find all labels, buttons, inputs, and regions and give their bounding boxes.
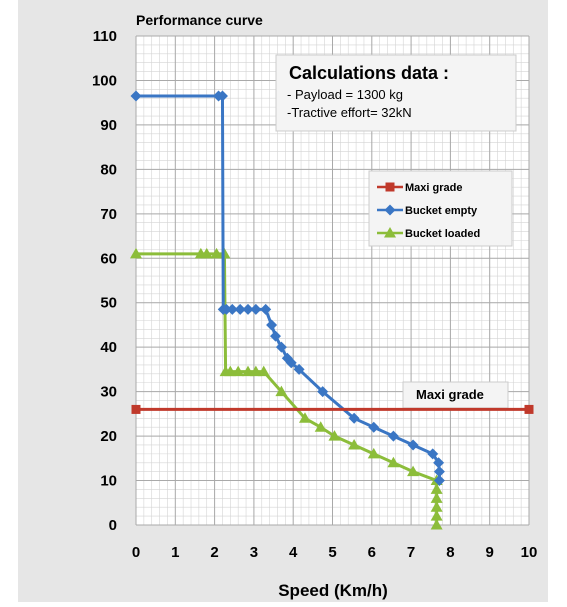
maxi-grade-annotation: Maxi grade xyxy=(402,381,509,409)
x-tick-label: 0 xyxy=(132,544,140,561)
series-maxi-grade xyxy=(131,404,534,414)
x-tick-label: 5 xyxy=(328,544,336,561)
data-point-bucket-empty xyxy=(317,386,329,398)
y-tick-label: 70 xyxy=(100,206,117,223)
data-point-bucket-loaded xyxy=(210,247,223,259)
legend-swatch-marker xyxy=(384,227,396,238)
y-tick-label: 110 xyxy=(93,28,117,45)
calculations-box: Calculations data : - Payload = 1300 kg … xyxy=(275,54,517,132)
data-point-bucket-loaded xyxy=(275,385,288,397)
y-tick-label: 80 xyxy=(100,161,117,178)
x-tick-label: 1 xyxy=(171,544,179,561)
maxi-grade-label-bg xyxy=(402,381,509,409)
data-point-bucket-empty xyxy=(387,430,399,442)
data-point-bucket-empty xyxy=(216,90,228,102)
y-tick-label: 40 xyxy=(100,339,117,356)
y-axis-ticks: 0 10 20 30 40 50 60 70 80 90 100 110 xyxy=(92,28,117,534)
legend-item-bucket-empty: Bucket empty xyxy=(377,204,478,217)
data-point-bucket-loaded xyxy=(387,456,400,468)
data-point-bucket-empty xyxy=(427,448,439,460)
series-bucket-empty xyxy=(130,90,445,487)
data-point-bucket-empty xyxy=(433,466,445,478)
y-tick-label: 0 xyxy=(109,517,117,534)
data-point-bucket-loaded xyxy=(257,365,270,377)
y-tick-label: 100 xyxy=(92,72,117,89)
x-tick-label: 10 xyxy=(521,544,538,561)
data-point-bucket-loaded xyxy=(242,365,255,377)
data-point-bucket-loaded xyxy=(430,519,443,530)
x-tick-label: 8 xyxy=(446,544,454,561)
data-point-bucket-loaded xyxy=(430,492,443,503)
data-point-bucket-empty xyxy=(275,341,287,353)
data-point-bucket-empty xyxy=(242,303,254,315)
x-tick-label: 7 xyxy=(407,544,415,561)
x-axis-label: Speed (Km/h) xyxy=(278,581,388,600)
data-point-bucket-loaded xyxy=(298,412,311,423)
legend-swatch-marker xyxy=(384,204,396,216)
data-point-bucket-empty xyxy=(407,439,419,451)
data-point-bucket-empty xyxy=(348,412,360,424)
legend: Maxi grade Bucket empty Bucket loaded xyxy=(368,170,513,247)
data-point-bucket-loaded xyxy=(407,465,420,477)
calculations-title: Calculations data : xyxy=(289,63,449,83)
series-layer xyxy=(130,90,534,530)
data-point-bucket-empty xyxy=(220,303,232,315)
x-tick-label: 9 xyxy=(486,544,494,561)
data-point-bucket-empty xyxy=(260,303,272,315)
x-tick-label: 4 xyxy=(289,544,298,561)
data-point-bucket-empty xyxy=(250,303,262,315)
data-point-bucket-loaded xyxy=(200,247,213,259)
chart-title: Performance curve xyxy=(136,12,263,28)
maxi-grade-label: Maxi grade xyxy=(416,387,484,402)
data-point-bucket-loaded xyxy=(130,247,142,259)
data-point-bucket-loaded xyxy=(314,421,327,432)
data-point-bucket-empty xyxy=(285,357,297,369)
y-tick-label: 10 xyxy=(100,473,117,490)
data-point-bucket-empty xyxy=(226,303,238,315)
data-point-bucket-empty xyxy=(130,90,142,102)
legend-items: Maxi grade Bucket empty Bucket loaded xyxy=(377,182,480,240)
data-point-bucket-empty xyxy=(266,319,278,331)
data-point-bucket-empty xyxy=(368,421,380,433)
data-point-bucket-loaded xyxy=(430,483,443,494)
x-tick-label: 2 xyxy=(210,544,218,561)
legend-item-maxi-grade: Maxi grade xyxy=(377,182,462,194)
data-point-bucket-loaded xyxy=(249,365,262,377)
data-point-bucket-loaded xyxy=(430,501,443,512)
data-point-bucket-loaded xyxy=(348,438,361,450)
y-tick-label: 90 xyxy=(100,117,117,134)
legend-label: Bucket loaded xyxy=(405,228,480,240)
data-point-bucket-loaded xyxy=(430,510,443,521)
x-tick-label: 6 xyxy=(368,544,376,561)
calculations-box-bg xyxy=(275,54,517,132)
x-axis-ticks: 0 1 2 3 4 5 6 7 8 9 10 xyxy=(132,544,538,561)
legend-swatch-marker xyxy=(385,182,395,192)
data-point-bucket-loaded xyxy=(328,430,341,441)
data-point-bucket-empty xyxy=(433,457,445,469)
legend-label: Maxi grade xyxy=(405,182,462,194)
calculations-payload: - Payload = 1300 kg xyxy=(287,87,403,102)
data-point-bucket-loaded xyxy=(224,365,237,377)
data-point-maxi-grade xyxy=(131,404,141,414)
data-point-bucket-loaded xyxy=(367,447,380,459)
y-tick-label: 30 xyxy=(100,384,117,401)
y-tick-label: 20 xyxy=(100,428,117,445)
calculations-tractive-effort: -Tractive effort= 32kN xyxy=(287,105,412,120)
y-tick-label: 60 xyxy=(100,250,117,267)
data-point-bucket-loaded xyxy=(232,365,245,377)
legend-item-bucket-loaded: Bucket loaded xyxy=(377,227,480,240)
data-point-maxi-grade xyxy=(524,404,534,414)
data-point-bucket-empty xyxy=(234,303,246,315)
data-point-bucket-empty xyxy=(433,475,445,487)
x-tick-label: 3 xyxy=(250,544,258,561)
legend-label: Bucket empty xyxy=(405,205,478,217)
data-point-bucket-empty xyxy=(270,330,282,342)
data-point-bucket-empty xyxy=(293,363,305,375)
y-tick-label: 50 xyxy=(100,295,117,312)
